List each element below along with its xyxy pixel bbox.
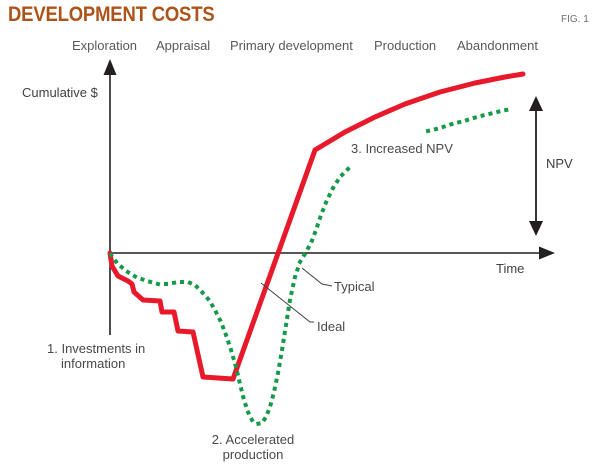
annotation-investments-in-information: 1. Investments in information: [47, 341, 145, 371]
figure-number-label: FIG. 1: [561, 14, 589, 25]
annotation-2-line-2: production: [222, 447, 284, 462]
npv-label: NPV: [546, 156, 573, 171]
annotation-accelerated-production: 2. Accelerated production: [202, 432, 304, 462]
typical-leader-line: [301, 267, 333, 287]
y-axis-label: Cumulative $: [22, 85, 98, 100]
phase-label-production: Production: [374, 38, 437, 53]
y-axis-arrowhead-icon: [103, 59, 117, 75]
annotation-increased-npv: 3. Increased NPV: [351, 141, 453, 156]
typical-curve-green-dotted-segment-2: [425, 106, 514, 134]
typical-curve-green-dotted-segment-1: [108, 163, 356, 426]
x-axis-label: Time: [496, 261, 525, 276]
phase-label-exploration: Exploration: [72, 38, 138, 53]
typical-curve-label: Typical: [334, 279, 375, 294]
phase-label-abandonment: Abandonment: [457, 38, 538, 53]
phase-label-appraisal: Appraisal: [156, 38, 211, 53]
ideal-curve-red-solid: [107, 71, 526, 382]
x-axis-arrowhead-icon: [539, 246, 555, 260]
chart-title: DEVELOPMENT COSTS: [8, 3, 215, 26]
annotation-2-line-1: 2. Accelerated: [211, 432, 295, 447]
annotation-1-line-1: 1. Investments in: [47, 341, 146, 356]
ideal-leader-line: [260, 282, 314, 323]
annotation-1-line-2: information: [61, 356, 126, 371]
npv-arrow-bottom-head-icon: [529, 221, 543, 236]
phase-label-primary-development: Primary development: [230, 38, 353, 53]
npv-arrow-top-head-icon: [529, 96, 543, 111]
ideal-curve-label: Ideal: [317, 319, 346, 334]
